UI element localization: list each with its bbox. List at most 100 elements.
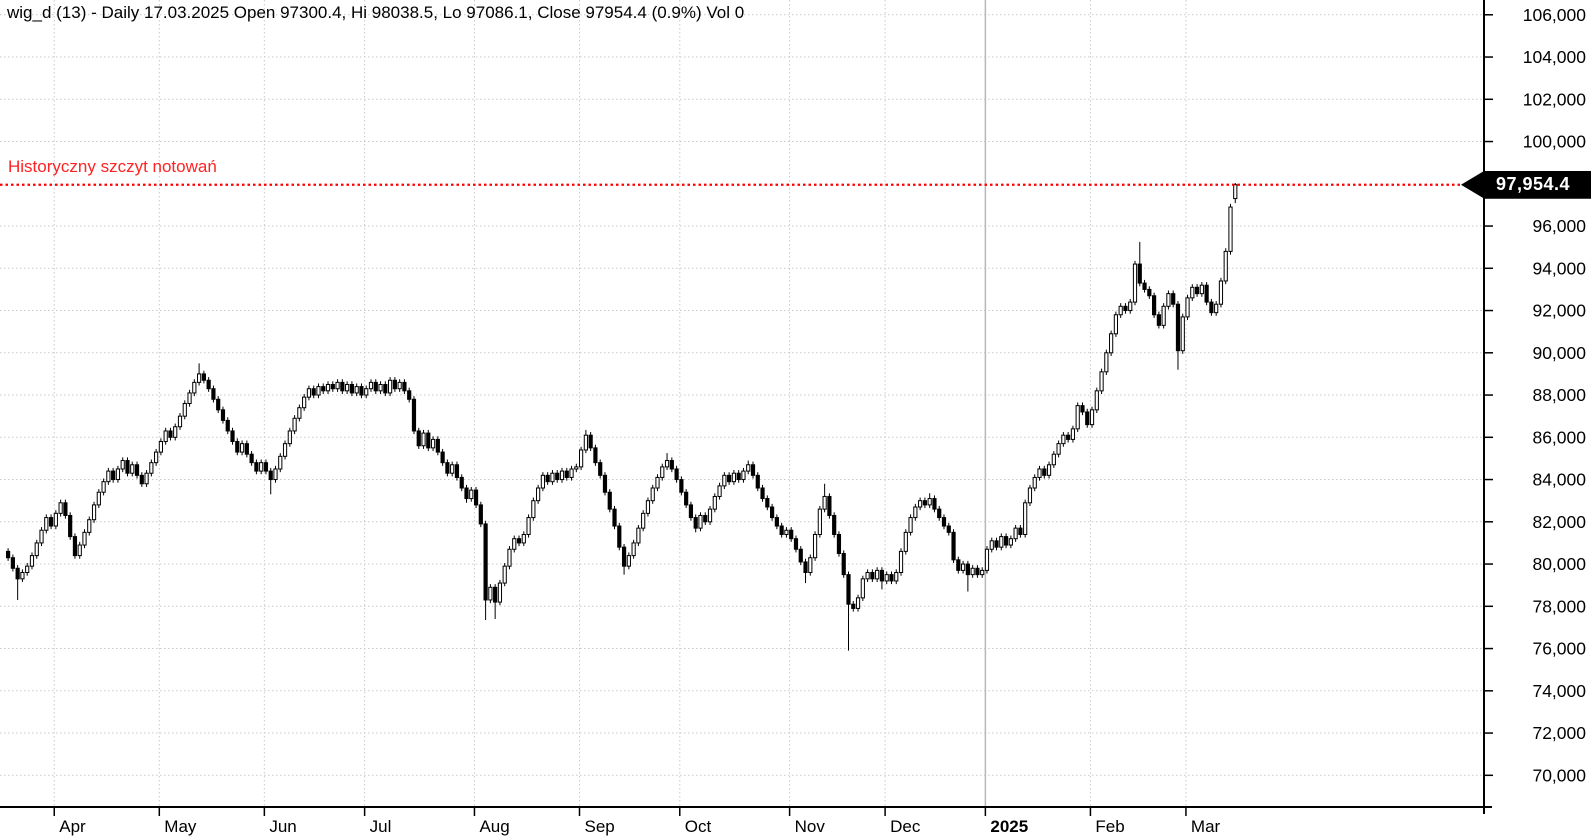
candle-up <box>655 476 660 489</box>
candle-down <box>201 373 206 381</box>
candle-down <box>48 517 54 527</box>
candle-down <box>168 430 173 438</box>
candle-down <box>598 462 603 476</box>
candle-down <box>841 552 846 576</box>
candle-up <box>177 415 183 428</box>
candle-up <box>970 567 975 576</box>
candle-up <box>82 531 87 546</box>
candles-group <box>6 182 1238 651</box>
candle-down <box>321 386 326 392</box>
candle-up <box>397 381 402 390</box>
candle-down <box>1142 282 1147 290</box>
candle-up <box>1233 184 1238 200</box>
y-axis-label: 72,000 <box>1532 723 1586 743</box>
candle-up <box>999 536 1004 548</box>
candle-down <box>254 462 259 472</box>
candle-up <box>641 512 646 529</box>
historical-peak-annotation-label: Historyczny szczyt notowań <box>8 157 217 176</box>
candle-down <box>770 506 775 519</box>
candle-down <box>941 517 947 527</box>
candle-down <box>621 546 627 567</box>
candle-up <box>540 474 545 489</box>
candle-up <box>574 466 579 470</box>
candle-down <box>225 419 230 432</box>
candle-up <box>316 386 321 396</box>
candle-up <box>297 407 302 419</box>
candle-down <box>235 441 240 453</box>
y-axis-label: 100,000 <box>1523 132 1587 152</box>
x-axis-label: Apr <box>59 817 86 836</box>
candle-up <box>808 557 813 574</box>
candle-down <box>851 603 856 609</box>
candle-down <box>134 464 140 476</box>
x-axis-label: Sep <box>585 817 615 836</box>
candle-up <box>345 383 350 392</box>
candle-down <box>932 498 937 510</box>
candle-up <box>631 542 636 557</box>
y-axis-label: 104,000 <box>1523 47 1587 67</box>
last-price-tag-value: 97,954.4 <box>1495 174 1571 195</box>
candle-down <box>230 430 235 443</box>
candle-up <box>502 565 507 584</box>
candle-down <box>330 383 335 390</box>
candle-up <box>927 498 932 506</box>
candle-up <box>521 533 526 544</box>
candle-down <box>836 533 842 554</box>
candle-up <box>292 417 297 432</box>
candle-down <box>15 567 20 580</box>
candle-up <box>101 481 106 493</box>
candle-down <box>111 470 116 481</box>
candle-up <box>650 487 655 502</box>
candle-down <box>416 430 421 447</box>
candle-up <box>182 403 187 417</box>
candle-down <box>755 474 760 489</box>
candle-up <box>1180 316 1185 352</box>
candle-up <box>1161 305 1166 326</box>
candle-up <box>187 392 192 404</box>
candle-down <box>445 462 450 474</box>
candle-up <box>302 396 307 409</box>
candle-up <box>273 468 278 481</box>
candle-up <box>192 381 197 394</box>
candle-up <box>1061 434 1066 445</box>
candle-up <box>450 464 455 474</box>
candle-down <box>951 531 956 561</box>
candle-up <box>698 514 703 529</box>
candle-down <box>359 386 364 396</box>
x-axis-label: Jul <box>370 817 392 836</box>
candle-up <box>77 544 82 557</box>
candle-down <box>612 508 617 527</box>
candle-down <box>1175 303 1181 352</box>
candle-down <box>244 443 249 455</box>
y-axis-label: 80,000 <box>1532 554 1586 574</box>
candle-up <box>25 565 30 574</box>
candle-up <box>984 548 990 571</box>
candle-up <box>1070 428 1076 440</box>
candle-up <box>817 508 822 535</box>
candle-down <box>349 383 354 394</box>
candle-down <box>736 472 741 481</box>
candle-up <box>822 495 827 510</box>
candle-up <box>664 460 670 468</box>
candle-down <box>693 517 698 529</box>
candle-up <box>1223 250 1228 282</box>
candle-down <box>1209 301 1214 314</box>
candle-up <box>875 569 880 580</box>
candle-down <box>478 504 483 525</box>
candle-up <box>746 464 751 472</box>
candle-down <box>1066 434 1071 440</box>
candle-up <box>1190 286 1195 299</box>
candle-up <box>1185 297 1190 318</box>
chart-title: wig_d (13) - Daily 17.03.2025 Open 97300… <box>7 3 745 22</box>
candle-down <box>1123 305 1128 312</box>
candle-up <box>1089 409 1095 426</box>
x-axis-label: Nov <box>795 817 826 836</box>
candle-down <box>564 470 569 478</box>
candle-down <box>1204 284 1209 303</box>
candle-up <box>507 548 512 567</box>
candle-up <box>636 527 641 544</box>
x-axis-label: Jun <box>269 817 296 836</box>
y-axis-label: 96,000 <box>1532 216 1586 236</box>
y-axis-label: 76,000 <box>1532 639 1586 659</box>
